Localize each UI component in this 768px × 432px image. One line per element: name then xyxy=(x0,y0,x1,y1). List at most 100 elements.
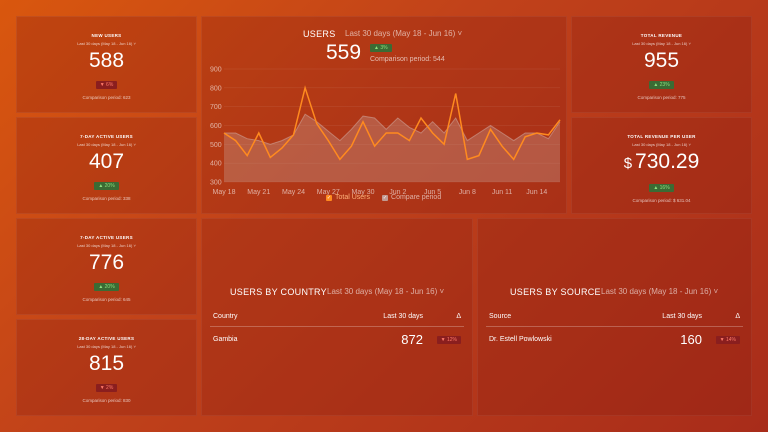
row-value: 872 xyxy=(401,331,423,347)
x-tick-label: Jun 11 xyxy=(492,189,513,196)
y-tick-label: 600 xyxy=(210,123,222,130)
x-tick-label: May 21 xyxy=(247,189,270,196)
comparison-text: Comparison period: $ 631.04 xyxy=(632,198,691,203)
users-chart-title: USERS xyxy=(303,29,336,39)
header-delta[interactable]: Δ xyxy=(735,312,740,320)
x-tick-label: Jun 5 xyxy=(424,189,441,196)
metric-range[interactable]: Last 30 days (May 18 - Jun 16) ˅ xyxy=(77,41,136,46)
source-panel-range[interactable]: Last 30 days (May 18 - Jun 16) ˅ xyxy=(601,287,719,296)
change-badge: ▼ 6% xyxy=(95,81,118,89)
x-tick-label: May 24 xyxy=(282,189,305,196)
revenue-per-user-panel: TOTAL REVENUE PER USER Last 30 days (May… xyxy=(571,117,752,214)
country-panel-title: USERS BY COUNTRY xyxy=(230,287,327,297)
header-source[interactable]: Source xyxy=(489,312,512,320)
metric-range[interactable]: Last 30 days (May 18 - Jun 16) ˅ xyxy=(632,142,691,147)
table-row[interactable]: Dr. Estell Powlowski 160 ▼ 14% xyxy=(486,327,743,351)
metric-value: 407 xyxy=(88,150,125,173)
users-by-source-panel: USERS BY SOURCE Last 30 days (May 18 - J… xyxy=(477,218,752,416)
y-tick-label: 500 xyxy=(210,142,222,149)
total-revenue-panel: TOTAL REVENUE Last 30 days (May 18 - Jun… xyxy=(571,16,752,113)
change-badge: ▼ 2% xyxy=(95,384,118,392)
metric-range[interactable]: Last 30 days (May 18 - Jun 16) ˅ xyxy=(77,142,136,147)
change-badge: ▲ 16% xyxy=(649,184,674,192)
metric-range[interactable]: Last 30 days (May 18 - Jun 16) ˅ xyxy=(77,243,136,248)
table-row[interactable]: Gambia 872 ▼ 12% xyxy=(210,327,464,351)
row-source-name: Dr. Estell Powlowski xyxy=(489,335,552,343)
row-change-badge: ▼ 12% xyxy=(436,335,461,344)
metric-range[interactable]: Last 30 days (May 18 - Jun 16) ˅ xyxy=(77,344,136,349)
users-total-value: 559 xyxy=(326,41,362,64)
metric-value: 588 xyxy=(88,49,125,72)
row-change-badge: ▼ 14% xyxy=(715,335,740,344)
chevron-down-icon: ˅ xyxy=(133,243,136,248)
active-users-panel: 7-DAY ACTIVE USERS Last 30 days (May 18 … xyxy=(16,218,197,315)
users-change-badge: ▲ 3% xyxy=(370,44,392,52)
y-tick-label: 700 xyxy=(210,104,222,111)
x-tick-label: Jun 8 xyxy=(459,189,476,196)
metric-title: TOTAL REVENUE PER USER xyxy=(627,134,696,139)
legend-compare-period[interactable]: ✓ Compare period xyxy=(382,194,442,201)
comparison-text: Comparison period: 775 xyxy=(637,95,686,100)
checkbox-checked-icon: ✓ xyxy=(382,194,389,201)
total-users-line xyxy=(223,85,561,161)
row-country-name: Gambia xyxy=(213,335,238,343)
country-panel-range[interactable]: Last 30 days (May 18 - Jun 16) ˅ xyxy=(327,287,445,296)
x-tick-label: Jun 2 xyxy=(389,189,406,196)
chevron-down-icon: ˅ xyxy=(133,142,136,147)
x-tick-label: May 18 xyxy=(213,189,236,196)
currency-symbol: $ xyxy=(623,155,633,172)
y-tick-label: 800 xyxy=(210,85,222,92)
users-chart-panel: USERS Last 30 days (May 18 - Jun 16) ˅ 5… xyxy=(201,16,567,214)
change-badge: ▲ 20% xyxy=(94,182,119,190)
source-table: Source Last 30 days Δ Dr. Estell Powlows… xyxy=(486,306,743,351)
seven-day-active-users-panel: 7-DAY ACTIVE USERS Last 30 days (May 18 … xyxy=(16,117,197,214)
users-comparison-text: Comparison period: 544 xyxy=(370,56,445,63)
users-chart-range[interactable]: Last 30 days (May 18 - Jun 16) ˅ xyxy=(345,29,463,38)
chevron-down-icon: ˅ xyxy=(713,287,719,296)
row-value: 160 xyxy=(680,331,702,347)
metric-range[interactable]: Last 30 days (May 18 - Jun 16) ˅ xyxy=(632,41,691,46)
y-tick-label: 300 xyxy=(210,180,222,187)
metric-value: $730.29 xyxy=(623,150,700,173)
chevron-down-icon: ˅ xyxy=(439,287,445,296)
users-line-chart: 300 400 500 600 700 800 900 May 18 May 21 May 24… xyxy=(210,67,561,196)
compare-period-line xyxy=(224,113,561,145)
comparison-text: Comparison period: 623 xyxy=(82,95,131,100)
header-last-30-days[interactable]: Last 30 days xyxy=(383,312,423,320)
new-users-panel: NEW USERS Last 30 days (May 18 - Jun 16)… xyxy=(16,16,197,113)
twentyeight-day-active-users-panel: 28-DAY ACTIVE USERS Last 30 days (May 18… xyxy=(16,319,197,416)
chevron-down-icon: ˅ xyxy=(688,41,691,46)
header-country[interactable]: Country xyxy=(213,312,238,320)
header-delta[interactable]: Δ xyxy=(456,312,461,320)
comparison-text: Comparison period: 830 xyxy=(82,398,131,403)
metric-title: 28-DAY ACTIVE USERS xyxy=(78,336,135,341)
comparison-text: Comparison period: 645 xyxy=(82,297,131,302)
chevron-down-icon: ˅ xyxy=(133,41,136,46)
compare-period-area xyxy=(224,114,560,182)
change-badge: ▲ 20% xyxy=(94,283,119,291)
chevron-down-icon: ˅ xyxy=(457,29,463,38)
chart-legend: ✓ Total Users ✓ Compare period xyxy=(326,194,441,201)
x-tick-label: Jun 14 xyxy=(526,189,547,196)
legend-total-users[interactable]: ✓ Total Users xyxy=(326,194,371,201)
checkbox-checked-icon: ✓ xyxy=(326,194,332,201)
x-tick-label: May 27 xyxy=(317,189,340,196)
metric-value: 955 xyxy=(643,49,680,72)
metric-value: 815 xyxy=(88,352,125,375)
y-tick-label: 400 xyxy=(210,161,222,168)
metric-title: TOTAL REVENUE xyxy=(640,33,683,38)
country-table: Country Last 30 days Δ Gambia 872 ▼ 12% xyxy=(210,306,464,351)
source-panel-title: USERS BY SOURCE xyxy=(510,287,601,297)
metric-title: NEW USERS xyxy=(91,33,122,38)
chevron-down-icon: ˅ xyxy=(688,142,691,147)
table-header: Country Last 30 days Δ xyxy=(210,306,464,327)
metric-title: 7-DAY ACTIVE USERS xyxy=(80,134,133,139)
comparison-text: Comparison period: 338 xyxy=(82,196,131,201)
metric-value: 776 xyxy=(88,251,125,274)
change-badge: ▲ 23% xyxy=(649,81,674,89)
table-header: Source Last 30 days Δ xyxy=(486,306,743,327)
header-last-30-days[interactable]: Last 30 days xyxy=(662,312,702,320)
chevron-down-icon: ˅ xyxy=(133,344,136,349)
x-tick-label: May 30 xyxy=(352,189,375,196)
users-by-country-panel: USERS BY COUNTRY Last 30 days (May 18 - … xyxy=(201,218,473,416)
